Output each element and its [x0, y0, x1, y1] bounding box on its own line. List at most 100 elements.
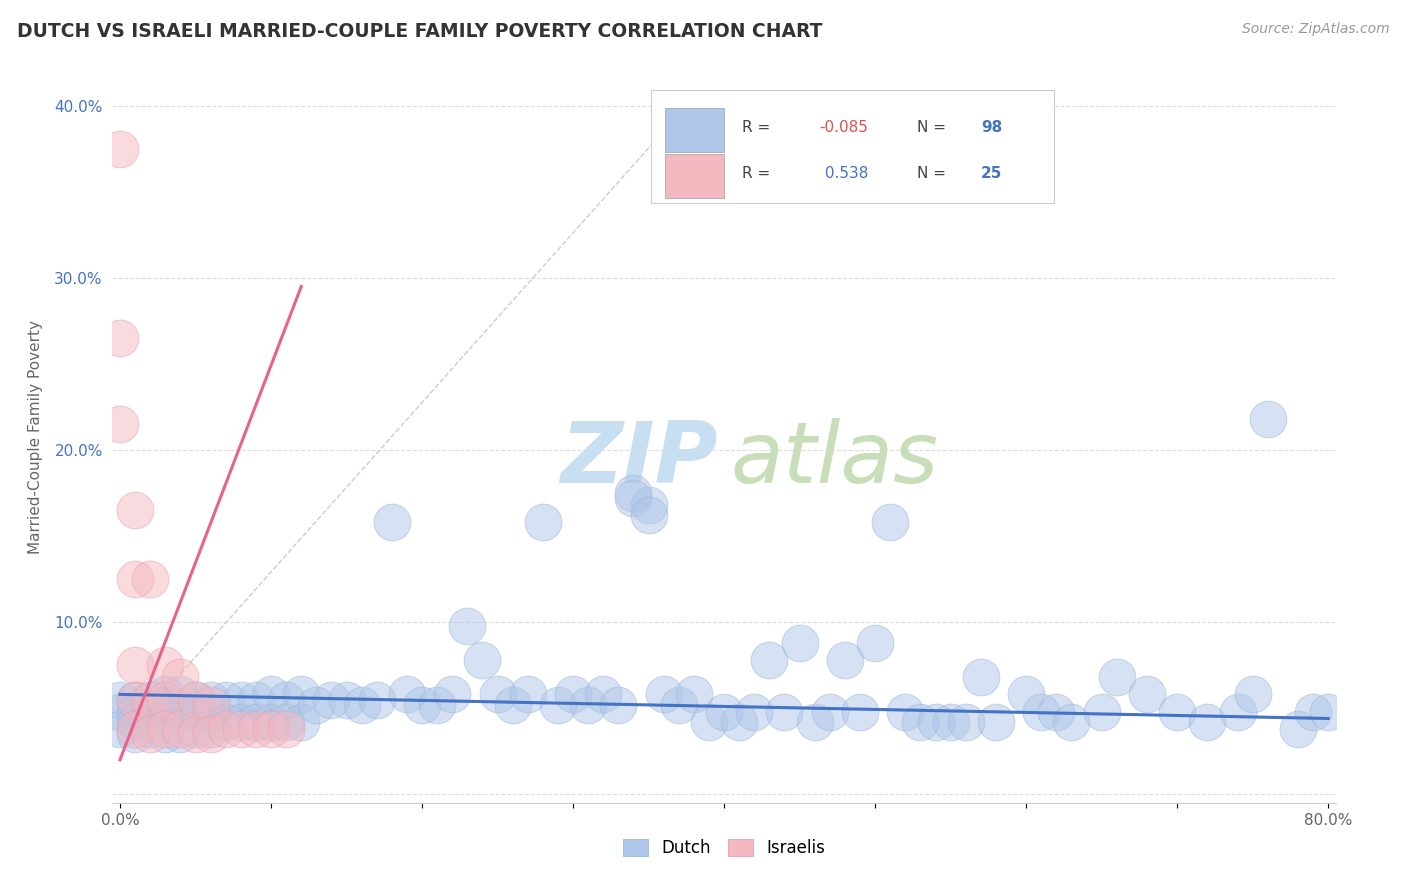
Point — [124, 503, 146, 517]
Point — [834, 653, 856, 667]
Point — [1286, 722, 1309, 736]
Point — [155, 727, 177, 741]
Point — [742, 705, 765, 719]
Point — [245, 692, 267, 706]
Point — [924, 714, 946, 729]
Text: Source: ZipAtlas.com: Source: ZipAtlas.com — [1241, 22, 1389, 37]
Point — [1197, 714, 1219, 729]
Point — [910, 714, 932, 729]
Point — [1257, 412, 1279, 426]
Point — [215, 714, 238, 729]
Point — [200, 698, 222, 712]
Point — [1241, 687, 1264, 701]
Point — [124, 714, 146, 729]
Text: R =: R = — [742, 166, 770, 181]
Point — [939, 714, 962, 729]
Point — [562, 687, 585, 701]
Text: N =: N = — [917, 120, 946, 136]
Point — [184, 692, 207, 706]
Point — [260, 714, 283, 729]
Legend: Dutch, Israelis: Dutch, Israelis — [617, 832, 831, 864]
Point — [276, 714, 298, 729]
Point — [1015, 687, 1038, 701]
Point — [516, 687, 538, 701]
Point — [155, 692, 177, 706]
Point — [108, 331, 131, 345]
Point — [245, 722, 267, 736]
Point — [124, 692, 146, 706]
Point — [849, 705, 872, 719]
Bar — [665, 154, 724, 198]
Point — [683, 687, 706, 701]
Point — [139, 692, 162, 706]
Point — [607, 698, 630, 712]
Text: 25: 25 — [981, 166, 1002, 181]
Point — [531, 516, 554, 530]
Text: ZIP: ZIP — [561, 417, 718, 500]
Point — [486, 687, 509, 701]
Text: R =: R = — [742, 120, 770, 136]
Point — [1105, 670, 1128, 684]
Point — [169, 670, 191, 684]
Point — [124, 727, 146, 741]
Point — [200, 692, 222, 706]
Point — [260, 722, 283, 736]
Point — [276, 722, 298, 736]
Point — [200, 705, 222, 719]
Point — [1136, 687, 1159, 701]
Point — [637, 508, 659, 523]
Point — [321, 692, 343, 706]
Point — [229, 692, 252, 706]
Point — [1091, 705, 1114, 719]
Point — [108, 722, 131, 736]
Point — [381, 516, 404, 530]
Bar — [665, 108, 724, 152]
Point — [758, 653, 780, 667]
Point — [713, 705, 735, 719]
Point — [184, 727, 207, 741]
Point — [155, 658, 177, 673]
Text: -0.085: -0.085 — [820, 120, 869, 136]
Point — [1302, 705, 1324, 719]
Point — [139, 692, 162, 706]
Point — [260, 687, 283, 701]
Point — [305, 698, 328, 712]
Point — [366, 692, 388, 706]
Point — [335, 692, 357, 706]
Text: 0.538: 0.538 — [820, 166, 868, 181]
Y-axis label: Married-Couple Family Poverty: Married-Couple Family Poverty — [28, 320, 44, 554]
Point — [124, 722, 146, 736]
Point — [773, 705, 796, 719]
Point — [124, 658, 146, 673]
Point — [124, 572, 146, 586]
Point — [215, 692, 238, 706]
Point — [290, 687, 312, 701]
Point — [894, 705, 917, 719]
Point — [215, 722, 238, 736]
Point — [184, 705, 207, 719]
Point — [108, 692, 131, 706]
Text: DUTCH VS ISRAELI MARRIED-COUPLE FAMILY POVERTY CORRELATION CHART: DUTCH VS ISRAELI MARRIED-COUPLE FAMILY P… — [17, 22, 823, 41]
Point — [124, 692, 146, 706]
Point — [623, 486, 645, 500]
Point — [576, 698, 599, 712]
Point — [169, 687, 191, 701]
Point — [789, 636, 811, 650]
Point — [139, 727, 162, 741]
Point — [623, 491, 645, 505]
Point — [139, 722, 162, 736]
Point — [108, 142, 131, 156]
Point — [290, 714, 312, 729]
Point — [169, 727, 191, 741]
Point — [200, 722, 222, 736]
Point — [139, 572, 162, 586]
Point — [426, 698, 449, 712]
Point — [592, 687, 614, 701]
Point — [139, 705, 162, 719]
Point — [1045, 705, 1067, 719]
Point — [1226, 705, 1249, 719]
Point — [547, 698, 569, 712]
Point — [803, 714, 825, 729]
Point — [108, 417, 131, 432]
Point — [818, 705, 841, 719]
